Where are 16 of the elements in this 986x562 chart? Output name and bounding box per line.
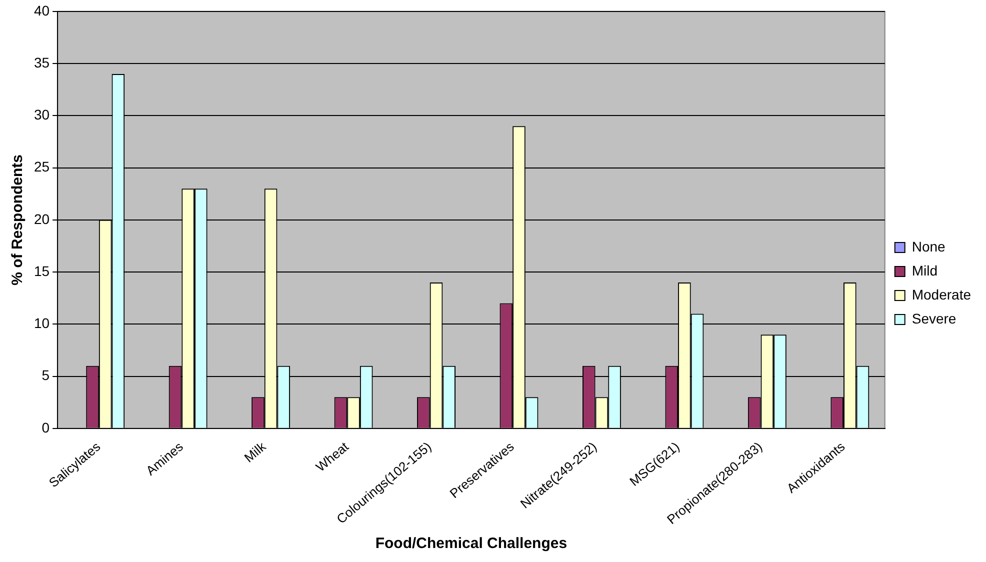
legend-label: Severe (912, 310, 956, 326)
y-tick-label: 25 (34, 158, 50, 175)
x-axis-title: Food/Chemical Challenges (375, 535, 568, 552)
y-tick-label: 40 (34, 2, 50, 18)
y-tick-label: 30 (34, 106, 50, 123)
y-tick-label: 10 (34, 315, 50, 332)
y-tick-label: 20 (34, 210, 50, 227)
legend-label: Moderate (912, 286, 972, 302)
y-tick-label: 15 (34, 262, 50, 279)
y-tick-label: 5 (42, 367, 50, 384)
y-tick-label: 0 (42, 419, 50, 436)
y-tick-label: 35 (34, 54, 50, 70)
x-tick-label: Milk (241, 438, 269, 466)
legend-label: None (912, 238, 946, 254)
y-axis-title: % of Respondents (9, 154, 26, 286)
legend-label: Mild (912, 262, 938, 278)
